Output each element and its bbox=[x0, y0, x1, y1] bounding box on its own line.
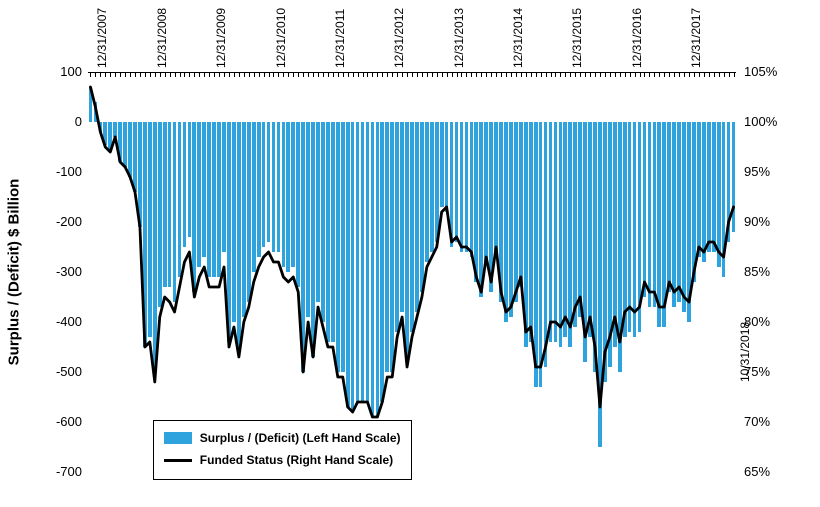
legend-row: Funded Status (Right Hand Scale) bbox=[164, 449, 401, 471]
legend-label: Funded Status (Right Hand Scale) bbox=[200, 453, 393, 467]
legend-label: Surplus / (Deficit) (Left Hand Scale) bbox=[200, 431, 401, 445]
legend-row: Surplus / (Deficit) (Left Hand Scale) bbox=[164, 427, 401, 449]
legend: Surplus / (Deficit) (Left Hand Scale) Fun… bbox=[153, 420, 412, 480]
legend-swatch-line bbox=[164, 459, 192, 462]
legend-swatch-bar bbox=[164, 432, 192, 444]
surplus-funded-status-chart: 1000-100-200-300-400-500-600-700105%100%… bbox=[0, 0, 820, 507]
